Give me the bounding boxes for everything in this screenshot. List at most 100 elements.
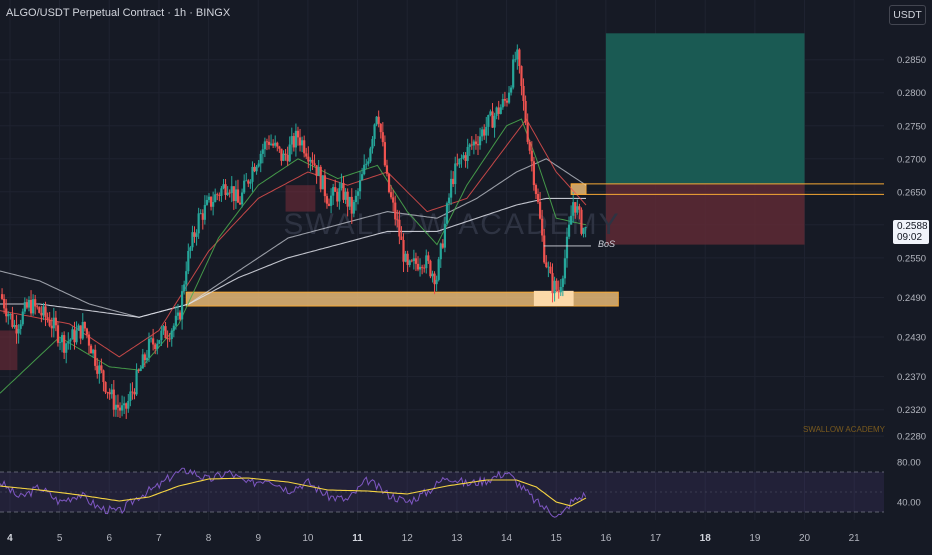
price-tick-label: 0.2430 (897, 333, 926, 344)
candle-body (116, 404, 120, 408)
candle-body (29, 299, 33, 314)
candle-body (352, 202, 355, 214)
candle-body (538, 201, 542, 219)
candle-body (220, 188, 223, 196)
candle-body (410, 260, 413, 262)
price-tick-label: 0.2800 (897, 88, 926, 99)
candle-body (336, 191, 339, 202)
candle-body (247, 180, 250, 184)
chart-title: ALGO/USDT Perpetual Contract · 1h · BING… (6, 7, 231, 19)
candle-body (125, 403, 128, 409)
candle-body (387, 173, 391, 193)
time-tick-label: 21 (849, 533, 861, 544)
candle-body (143, 354, 146, 361)
candle-body (290, 136, 293, 145)
candle-body (354, 195, 358, 203)
candle-body (83, 321, 86, 329)
candle-body (269, 143, 273, 145)
candle-body (296, 130, 300, 138)
candle-body (381, 132, 384, 143)
candle-body (156, 343, 159, 349)
candle-body (443, 223, 446, 248)
candle-body (278, 146, 281, 149)
candle-body (205, 199, 209, 205)
candle-body (528, 141, 531, 151)
candle-body (170, 330, 173, 339)
time-tick-label: 6 (106, 533, 112, 544)
candle-body (338, 188, 341, 202)
candle-body (60, 335, 64, 343)
candle-body (120, 405, 124, 411)
zones-layer (0, 33, 805, 371)
candle-body (464, 155, 467, 161)
supply-highlight (0, 330, 18, 371)
time-tick-label: 11 (352, 533, 363, 544)
time-tick-label: 13 (451, 533, 463, 544)
candle-body (551, 273, 554, 294)
candle-body (385, 165, 389, 174)
order_block-zone (533, 290, 574, 307)
candle-body (81, 321, 84, 339)
candle-body (23, 302, 26, 312)
candle-body (447, 197, 451, 204)
candle-body (87, 334, 91, 346)
candle-body (402, 239, 405, 262)
candle-body (526, 122, 529, 142)
candle-body (416, 263, 420, 270)
candle-body (334, 187, 337, 192)
candle-body (238, 202, 242, 205)
candle-body (56, 325, 60, 343)
time-tick-label: 14 (501, 533, 513, 544)
candle-body (342, 183, 345, 200)
candle-body (34, 299, 37, 307)
candle-body (25, 302, 29, 308)
candle-body (377, 116, 380, 124)
candle-body (67, 341, 70, 344)
candle-body (13, 325, 16, 327)
current-price: 0.2588 (897, 221, 928, 232)
candle-body (17, 328, 20, 334)
candle-body (489, 111, 492, 115)
candle-body (230, 186, 233, 193)
candle-body (267, 141, 271, 145)
candle-body (576, 206, 579, 213)
candle-body (460, 158, 463, 159)
currency-button[interactable]: USDT (889, 5, 926, 25)
candle-body (154, 344, 157, 349)
candle-body (224, 184, 227, 195)
ema-slow-line (0, 118, 587, 358)
candle-body (348, 196, 351, 207)
candle-body (323, 175, 326, 197)
candle-body (77, 325, 80, 331)
candle-body (253, 166, 256, 172)
price-tick-label: 0.2550 (897, 253, 926, 264)
time-tick-label: 18 (700, 533, 712, 544)
candle-body (435, 279, 438, 285)
candle-body (483, 129, 486, 136)
candle-body (172, 325, 175, 331)
rsi-tick-label: 80.00 (897, 458, 921, 469)
rsi-tick-label: 40.00 (897, 498, 921, 509)
candle-body (214, 194, 217, 202)
candle-body (193, 232, 196, 237)
candle-body (404, 253, 407, 262)
candle-body (234, 189, 237, 201)
candle-body (11, 313, 14, 327)
candle-body (476, 144, 480, 146)
candle-body (36, 306, 39, 308)
candle-body (52, 317, 55, 329)
candle-body (543, 235, 546, 263)
ma-slow-line (0, 158, 587, 318)
candle-body (379, 123, 382, 133)
candle-body (58, 342, 62, 344)
candle-body (425, 255, 428, 269)
candle-body (118, 407, 122, 411)
time-tick-label: 4 (7, 533, 13, 544)
candle-body (255, 166, 258, 172)
candle-body (27, 299, 31, 308)
candle-body (284, 153, 287, 155)
target-zone (605, 33, 805, 184)
candle-body (102, 370, 105, 383)
